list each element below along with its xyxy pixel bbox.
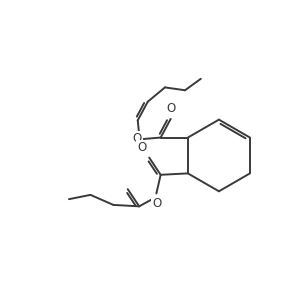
Text: O: O [152, 197, 162, 210]
Text: O: O [133, 132, 142, 145]
Text: O: O [167, 103, 176, 115]
Text: O: O [137, 141, 146, 154]
